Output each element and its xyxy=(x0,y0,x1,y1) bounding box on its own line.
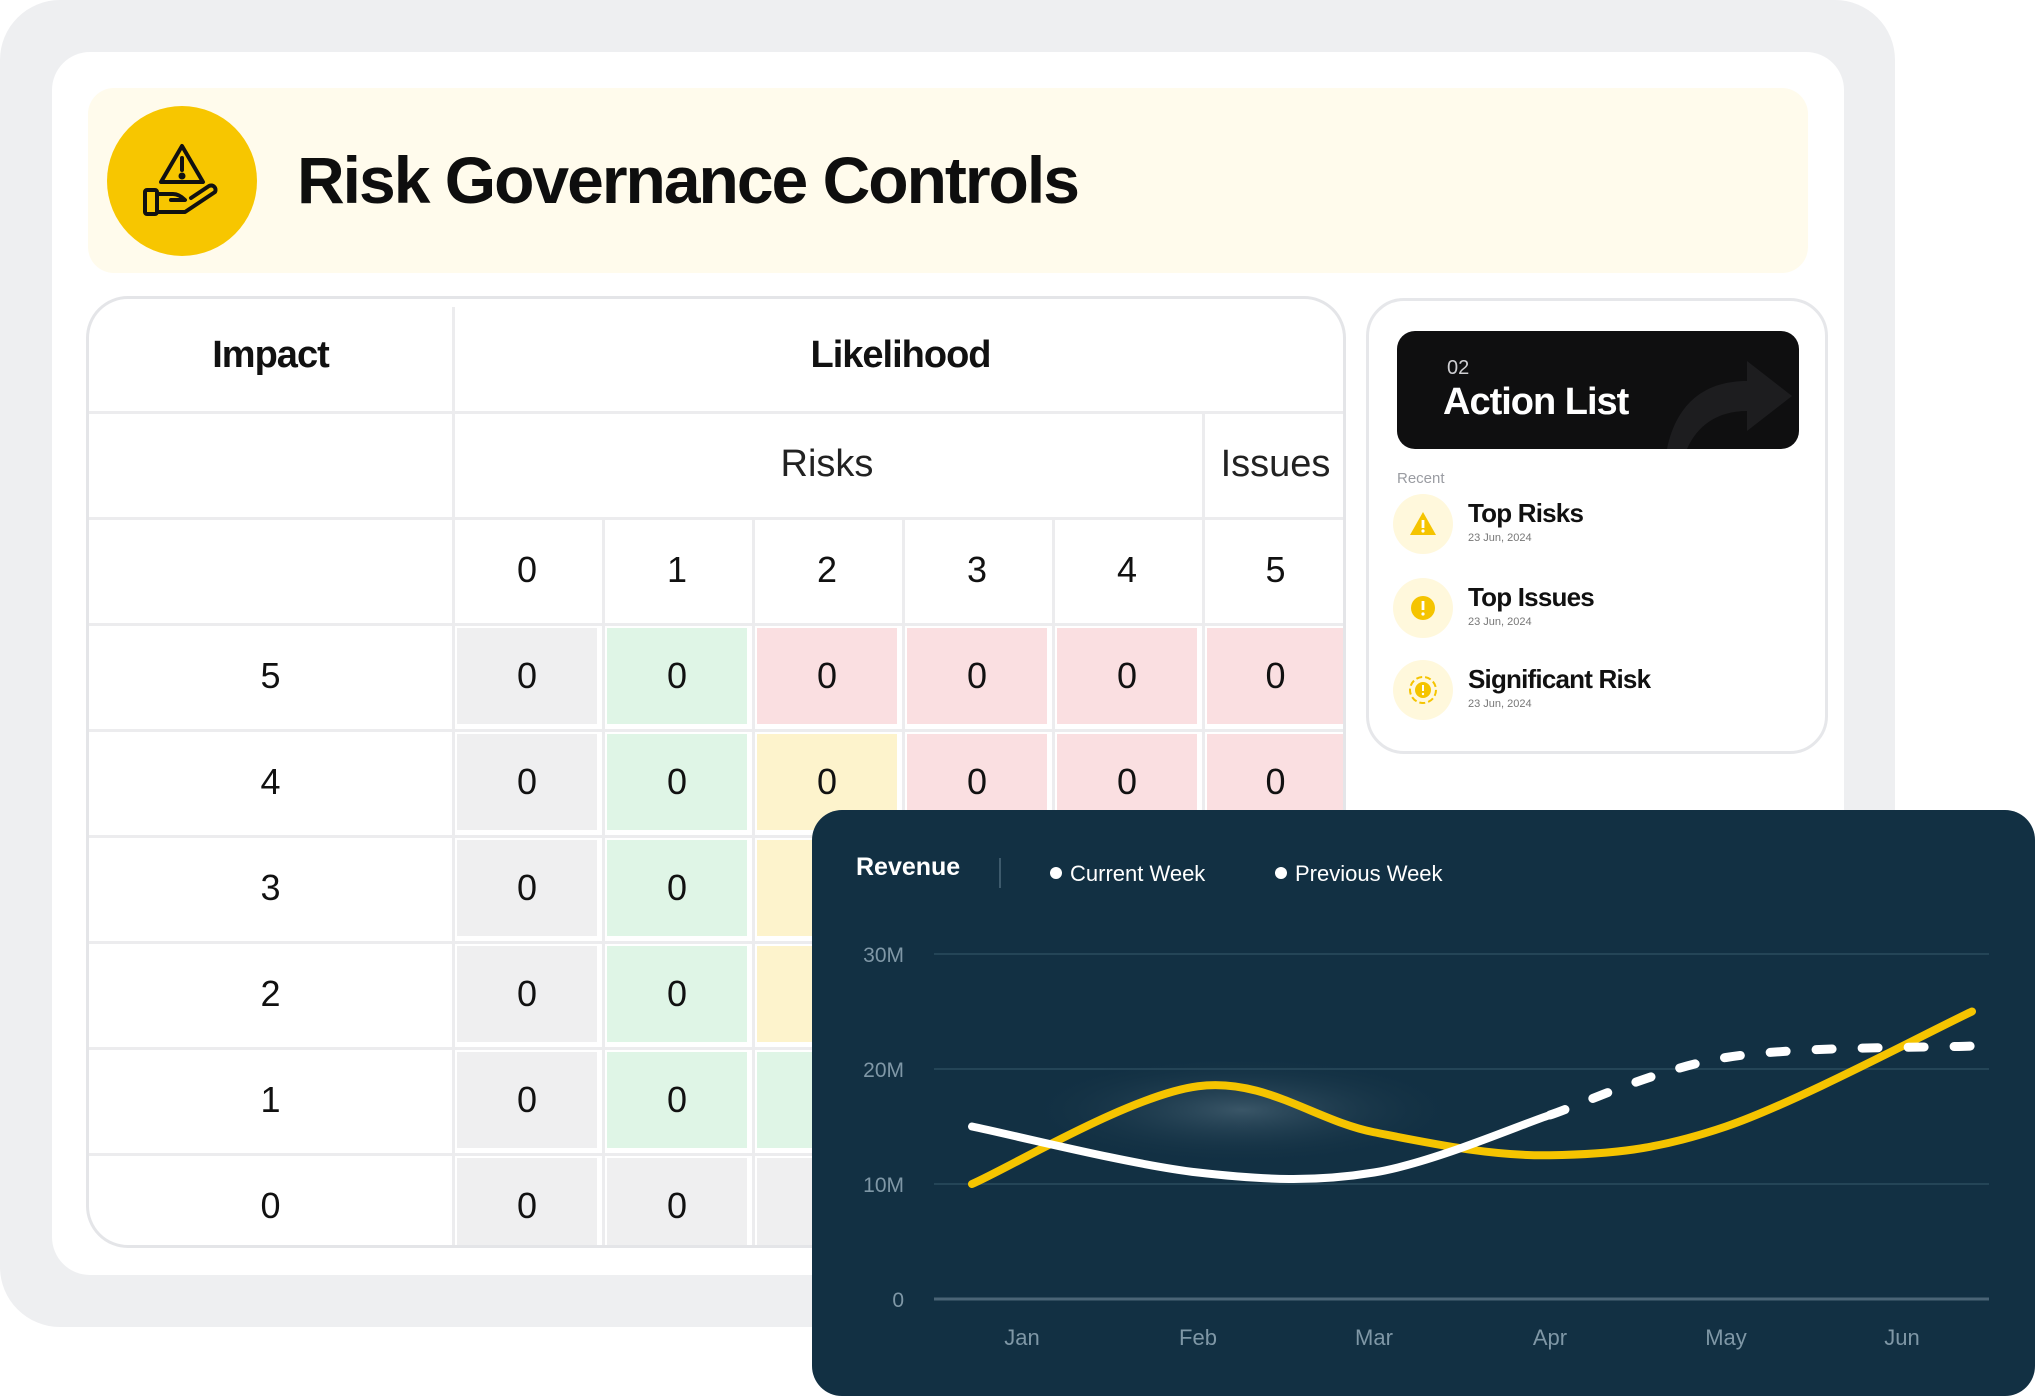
revenue-chart-svg: Revenue Current Week Previous Week 0 10M 20M 3… xyxy=(856,853,1989,1350)
series-line-previous-week-projected xyxy=(1545,1041,1977,1120)
action-item-title: Significant Risk xyxy=(1468,664,1651,694)
grid-line xyxy=(89,623,1343,626)
matrix-cell: 0 xyxy=(457,628,597,724)
matrix-cell: 0 xyxy=(1057,628,1197,724)
legend-marker xyxy=(1275,867,1287,879)
x-tick-label: Jun xyxy=(1884,1325,1919,1350)
impact-level: 0 xyxy=(260,1185,281,1226)
grid-line xyxy=(89,517,1343,520)
recent-label: Recent xyxy=(1397,470,1445,487)
alert-circle-icon xyxy=(1393,578,1453,638)
impact-level: 5 xyxy=(260,655,281,696)
hand-warning-icon xyxy=(107,106,257,256)
series-line-previous-week xyxy=(968,1111,1554,1183)
x-tick-label: Apr xyxy=(1533,1325,1567,1350)
impact-level: 4 xyxy=(260,761,281,802)
impact-level: 3 xyxy=(260,867,281,908)
likelihood-level: 0 xyxy=(516,549,538,590)
matrix-cell: 0 xyxy=(607,1158,747,1245)
matrix-cell: 0 xyxy=(607,840,747,936)
grid-line xyxy=(752,517,755,1245)
grid-line xyxy=(89,1047,1343,1050)
grid-line xyxy=(89,729,1343,732)
grid-line xyxy=(452,307,455,1245)
likelihood-level: 2 xyxy=(816,549,838,590)
arrow-decoration-icon xyxy=(1667,361,1792,449)
risk-target-icon xyxy=(1393,660,1453,720)
action-item-date: 23 Jun, 2024 xyxy=(1468,698,1532,710)
matrix-cell: 0 xyxy=(607,1052,747,1148)
matrix-cell: 0 xyxy=(607,734,747,830)
action-item-title: Top Risks xyxy=(1468,498,1584,528)
issues-header: Issues xyxy=(1220,442,1331,485)
matrix-cell: 0 xyxy=(457,1052,597,1148)
x-tick-label: Jan xyxy=(1004,1325,1039,1350)
revenue-chart: Revenue Current Week Previous Week 0 10M 20M 3… xyxy=(812,810,2035,1396)
matrix-cell: 0 xyxy=(607,628,747,724)
warning-triangle-icon xyxy=(1393,494,1453,554)
impact-level: 2 xyxy=(260,973,281,1014)
likelihood-level: 3 xyxy=(966,549,988,590)
impact-level: 1 xyxy=(260,1079,281,1120)
x-tick-label: Feb xyxy=(1179,1325,1217,1350)
likelihood-level: 5 xyxy=(1265,549,1286,590)
matrix-cell: 0 xyxy=(457,946,597,1042)
grid-line xyxy=(89,1153,1343,1156)
action-item-top-issues[interactable]: Top Issues 23 Jun, 2024 xyxy=(1393,578,1793,642)
x-tick-label: May xyxy=(1705,1325,1747,1350)
grid-line xyxy=(89,411,1343,414)
matrix-cell: 0 xyxy=(457,840,597,936)
header-banner xyxy=(88,88,1808,273)
matrix-cell: 0 xyxy=(757,628,897,724)
y-tick-label: 20M xyxy=(863,1059,904,1082)
y-tick-label: 0 xyxy=(892,1289,904,1312)
legend-label: Current Week xyxy=(1070,861,1206,886)
matrix-cell: 0 xyxy=(907,628,1047,724)
grid-line xyxy=(89,835,1343,838)
action-item-top-risks[interactable]: Top Risks 23 Jun, 2024 xyxy=(1393,494,1793,558)
action-item-date: 23 Jun, 2024 xyxy=(1468,532,1532,544)
impact-header: Impact xyxy=(212,333,329,376)
action-item-date: 23 Jun, 2024 xyxy=(1468,616,1532,628)
grid-line xyxy=(1202,411,1205,517)
action-list-number: 02 xyxy=(1447,357,1470,379)
action-list-title: Action List xyxy=(1443,381,1629,423)
matrix-cell: 0 xyxy=(607,946,747,1042)
action-item-title: Top Issues xyxy=(1468,582,1595,612)
action-item-significant-risk[interactable]: Significant Risk 23 Jun, 2024 xyxy=(1393,660,1793,724)
grid-line xyxy=(89,941,1343,944)
page-title: Risk Governance Controls xyxy=(297,143,1080,217)
legend-label: Previous Week xyxy=(1295,861,1444,886)
likelihood-header: Likelihood xyxy=(810,333,992,376)
likelihood-level: 4 xyxy=(1116,549,1138,590)
matrix-cell: 0 xyxy=(457,1158,597,1245)
risks-header: Risks xyxy=(780,442,874,485)
chart-title: Revenue xyxy=(856,853,960,881)
matrix-cell: 0 xyxy=(1207,628,1343,724)
matrix-cell: 0 xyxy=(457,734,597,830)
grid-line xyxy=(602,517,605,1245)
action-list-header[interactable]: 02 Action List xyxy=(1397,331,1799,449)
chart-glow xyxy=(1022,1055,1462,1165)
likelihood-level: 1 xyxy=(666,549,688,590)
legend-marker xyxy=(1050,867,1062,879)
y-tick-label: 10M xyxy=(863,1174,904,1197)
x-tick-label: Mar xyxy=(1355,1325,1393,1350)
y-tick-label: 30M xyxy=(863,944,904,967)
